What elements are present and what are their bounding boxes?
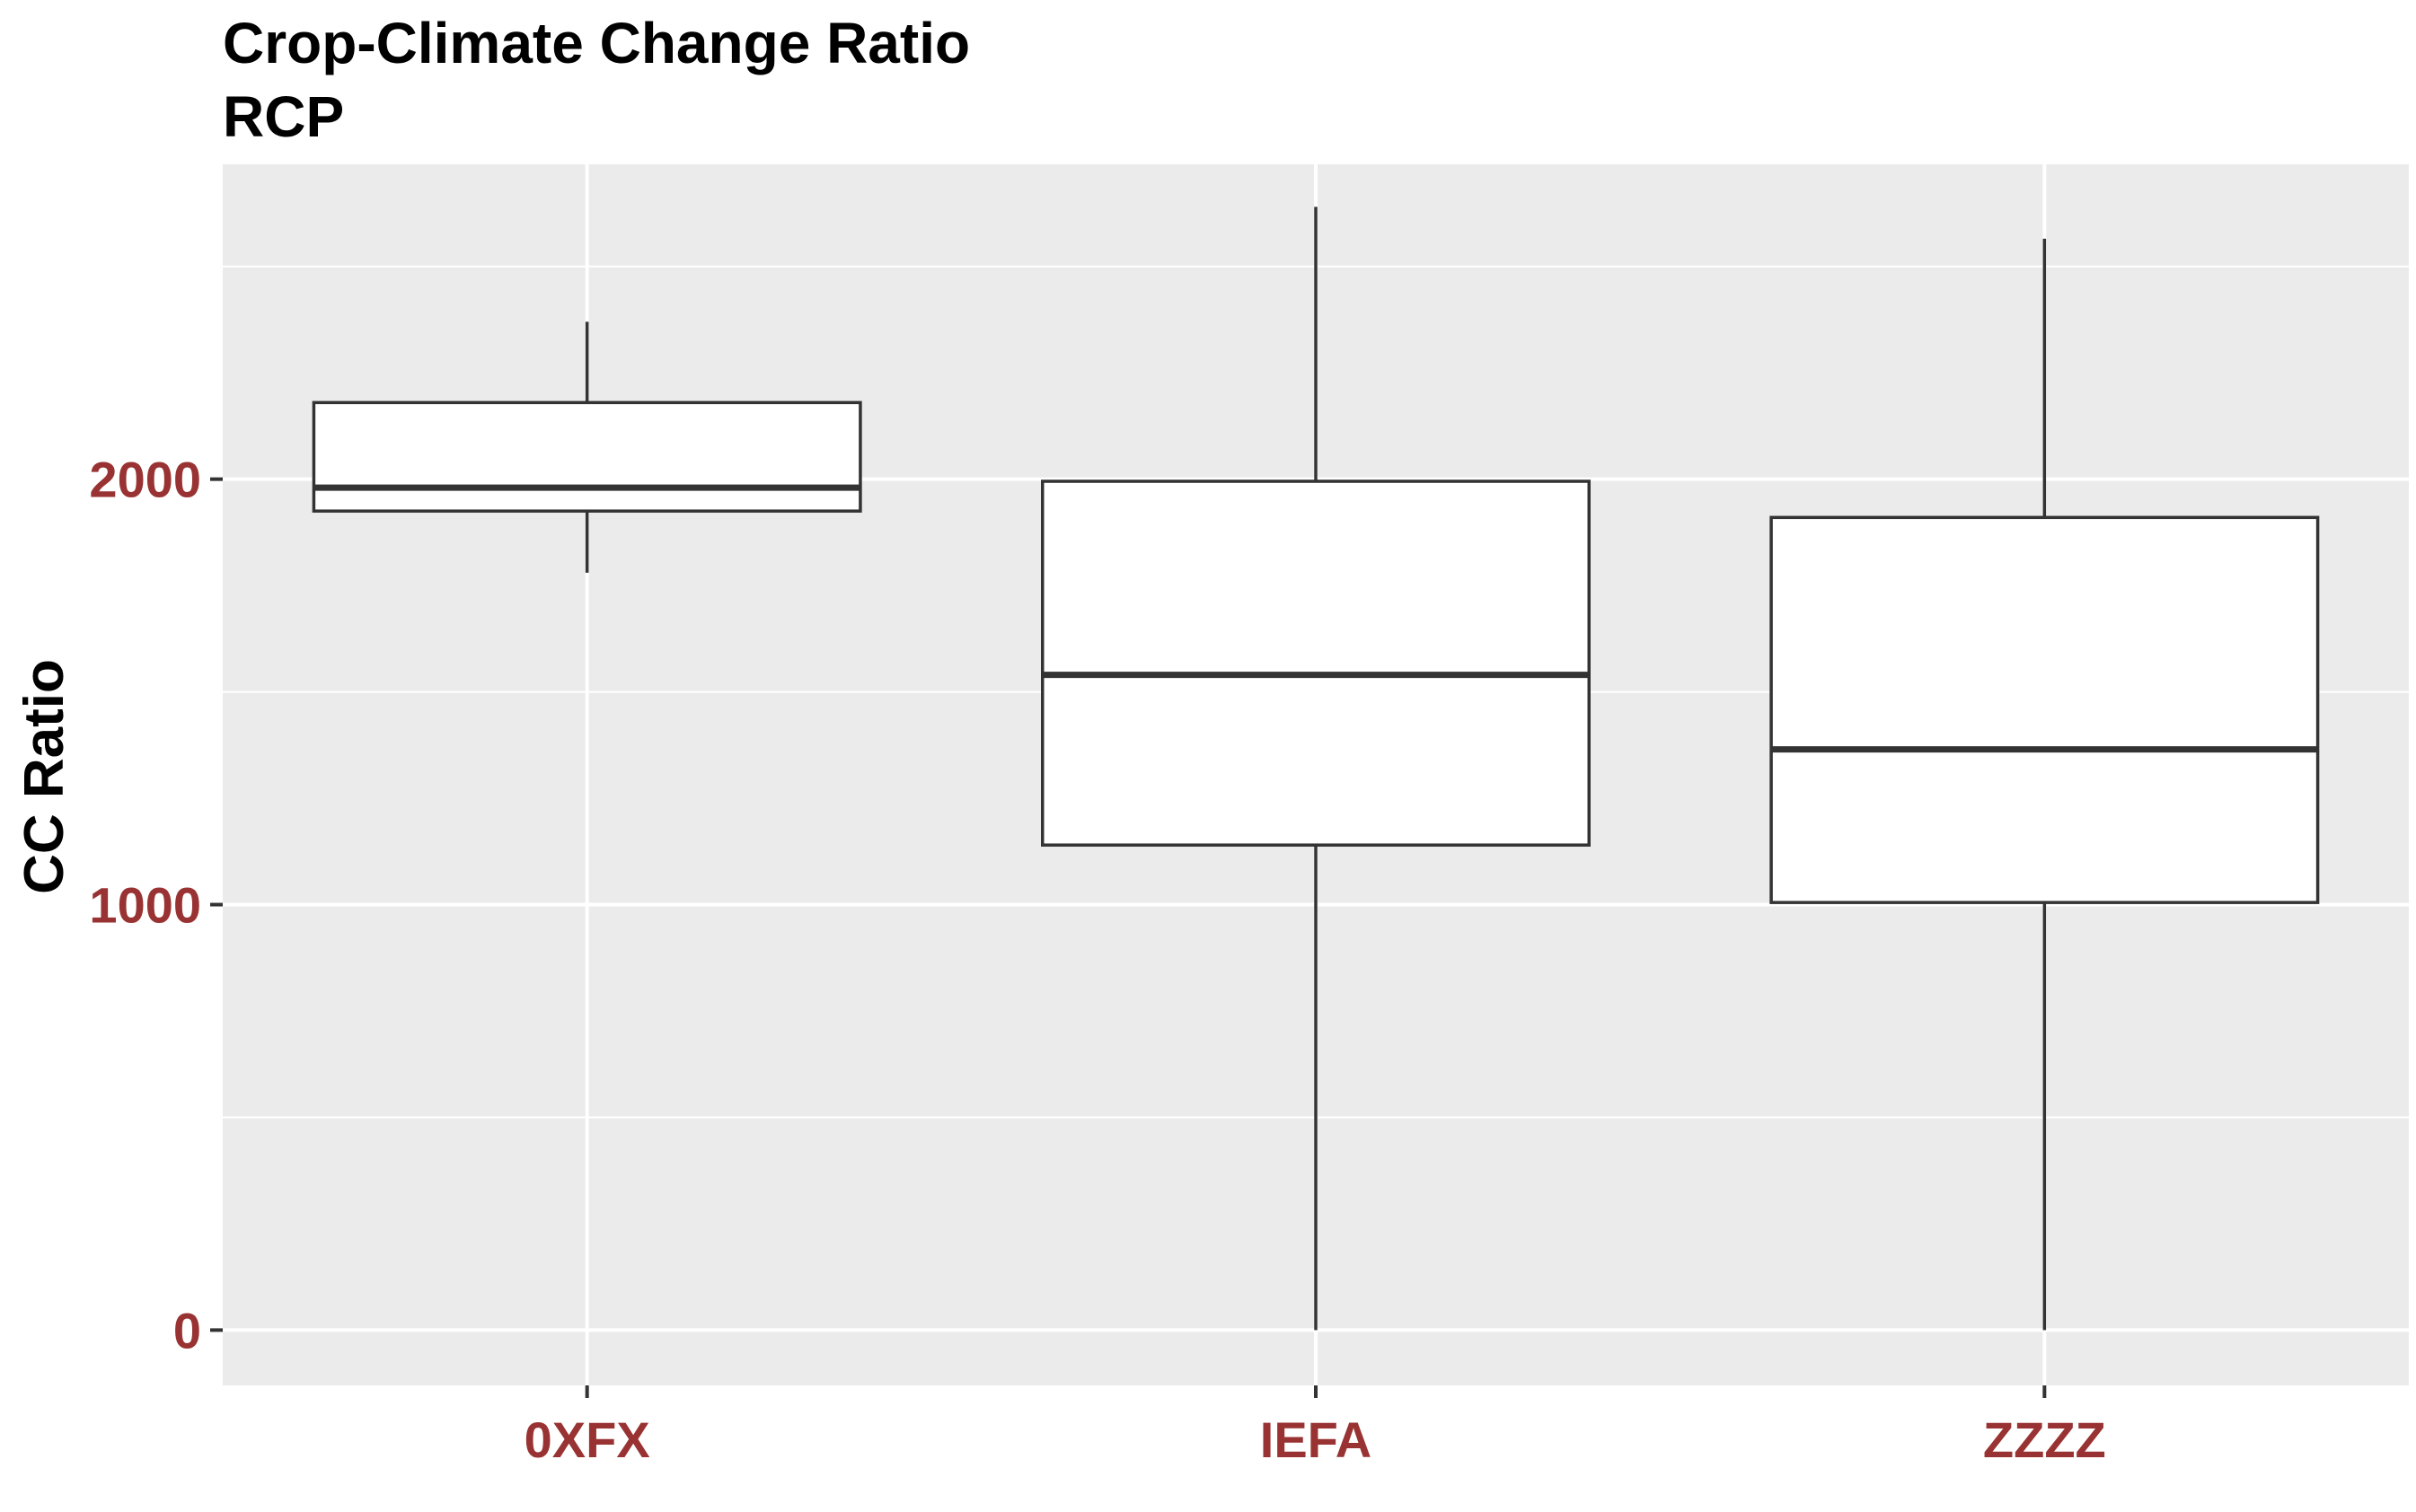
x-tick-label: 0XFX [525, 1411, 650, 1468]
chart-subtitle: RCP [223, 84, 344, 149]
x-axis: 0XFX IEFA ZZZZ [525, 1385, 2106, 1468]
y-axis-title: CC Ratio [13, 659, 75, 894]
box-zzzz [1769, 238, 2320, 1331]
x-tick-label: ZZZZ [1983, 1411, 2106, 1468]
x-tick-label: IEFA [1260, 1411, 1371, 1468]
y-tick-label: 1000 [89, 877, 201, 934]
iqr-box [1041, 479, 1591, 847]
iqr-box [1769, 515, 2320, 904]
boxplot-series [312, 207, 2320, 1331]
iqr-box [312, 400, 862, 513]
box-iefa [1041, 207, 1591, 1331]
y-tick-label: 2000 [89, 452, 201, 508]
chart-title: Crop-Climate Change Ratio [223, 11, 970, 75]
box-0xfx [312, 321, 862, 573]
y-axis: 0 1000 2000 [89, 452, 223, 1358]
y-tick-label: 0 [173, 1302, 201, 1358]
